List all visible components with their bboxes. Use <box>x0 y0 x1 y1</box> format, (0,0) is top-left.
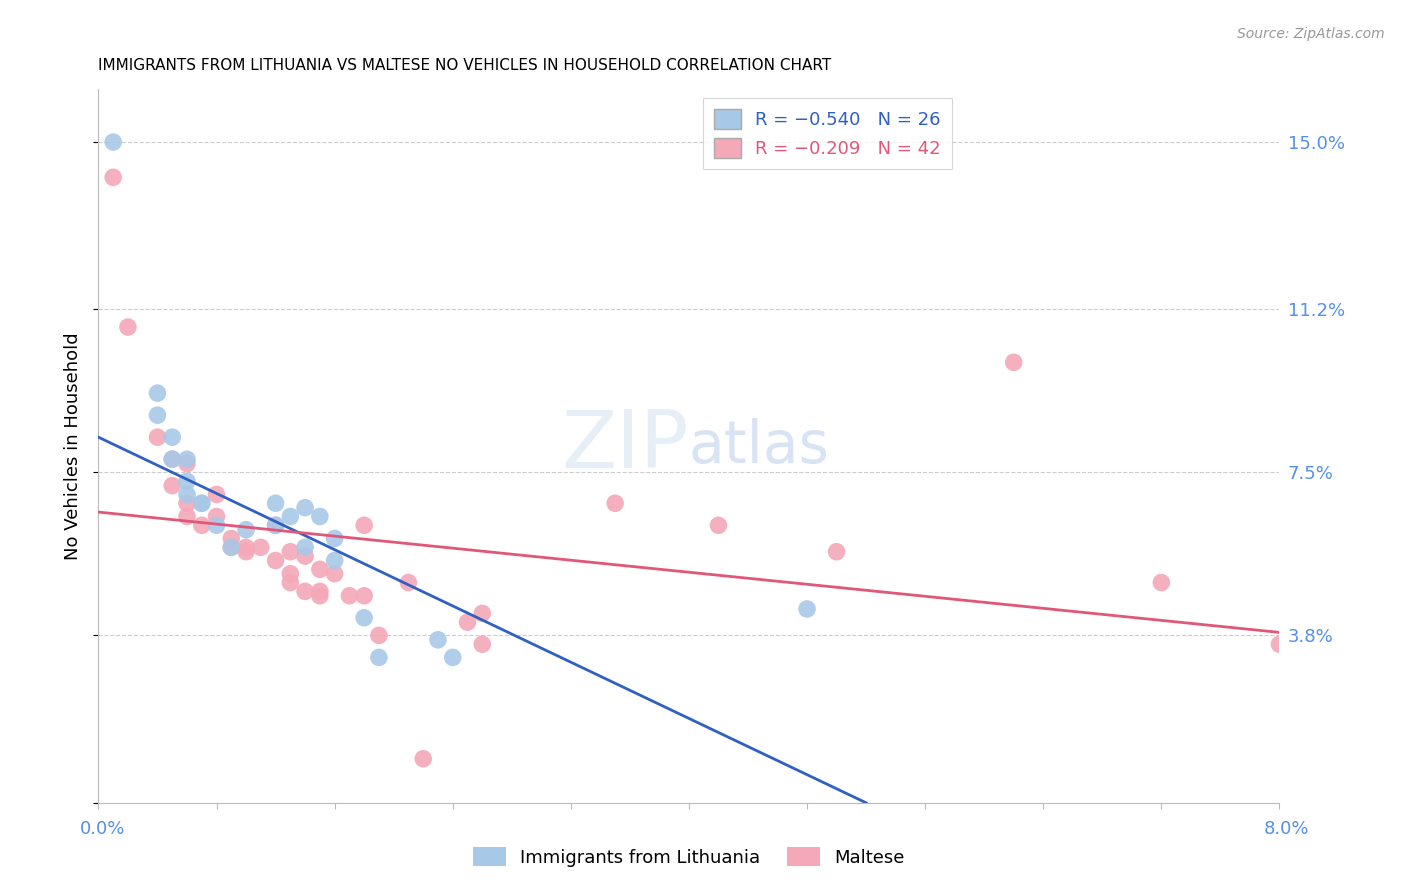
Point <box>323 532 346 546</box>
Point <box>162 478 183 492</box>
Point <box>1268 637 1291 651</box>
Point <box>294 549 316 563</box>
Point <box>308 589 332 603</box>
Point <box>278 566 302 581</box>
Text: IMMIGRANTS FROM LITHUANIA VS MALTESE NO VEHICLES IN HOUSEHOLD CORRELATION CHART: IMMIGRANTS FROM LITHUANIA VS MALTESE NO … <box>98 58 832 73</box>
Point <box>294 541 316 555</box>
Point <box>205 518 228 533</box>
Point <box>219 541 242 555</box>
Point <box>278 545 302 559</box>
Point <box>441 650 464 665</box>
Y-axis label: No Vehicles in Household: No Vehicles in Household <box>65 332 83 560</box>
Point <box>250 541 273 555</box>
Point <box>176 496 198 510</box>
Text: 0.0%: 0.0% <box>80 820 125 838</box>
Point <box>1150 575 1173 590</box>
Point <box>103 135 125 149</box>
Point <box>396 575 419 590</box>
Point <box>162 430 183 444</box>
Text: 8.0%: 8.0% <box>1264 820 1309 838</box>
Point <box>456 615 478 630</box>
Point <box>162 452 183 467</box>
Point <box>471 637 494 651</box>
Point <box>219 532 242 546</box>
Point <box>308 562 332 576</box>
Point <box>308 584 332 599</box>
Point <box>471 607 494 621</box>
Point <box>264 496 287 510</box>
Point <box>308 509 332 524</box>
Point <box>278 575 302 590</box>
Point <box>1002 355 1025 369</box>
Point <box>707 518 730 533</box>
Point <box>176 452 198 467</box>
Point <box>176 475 198 489</box>
Point <box>264 518 287 533</box>
Point <box>323 553 346 567</box>
Point <box>264 553 287 567</box>
Point <box>278 509 302 524</box>
Point <box>412 752 434 766</box>
Point <box>353 589 375 603</box>
Point <box>205 509 228 524</box>
Point <box>605 496 627 510</box>
Legend: R = −0.540   N = 26, R = −0.209   N = 42: R = −0.540 N = 26, R = −0.209 N = 42 <box>703 98 952 169</box>
Point <box>205 487 228 501</box>
Point <box>294 584 316 599</box>
Legend: Immigrants from Lithuania, Maltese: Immigrants from Lithuania, Maltese <box>465 840 912 874</box>
Point <box>367 628 389 642</box>
Point <box>146 408 169 422</box>
Point <box>337 589 360 603</box>
Point <box>191 518 214 533</box>
Point <box>235 541 257 555</box>
Point <box>353 518 375 533</box>
Point <box>426 632 449 647</box>
Point <box>219 541 242 555</box>
Point <box>191 496 214 510</box>
Point <box>176 509 198 524</box>
Point <box>825 545 848 559</box>
Point <box>235 523 257 537</box>
Point <box>796 602 818 616</box>
Point <box>146 386 169 401</box>
Point <box>146 430 169 444</box>
Point <box>353 611 375 625</box>
Point <box>235 545 257 559</box>
Point <box>191 496 214 510</box>
Point <box>294 500 316 515</box>
Point <box>176 487 198 501</box>
Point <box>117 320 139 334</box>
Point <box>176 457 198 471</box>
Point <box>103 170 125 185</box>
Text: Source: ZipAtlas.com: Source: ZipAtlas.com <box>1237 27 1385 41</box>
Text: ZIP: ZIP <box>561 407 689 485</box>
Text: atlas: atlas <box>689 417 830 475</box>
Point <box>323 566 346 581</box>
Point <box>367 650 389 665</box>
Point <box>162 452 183 467</box>
Point <box>264 518 287 533</box>
